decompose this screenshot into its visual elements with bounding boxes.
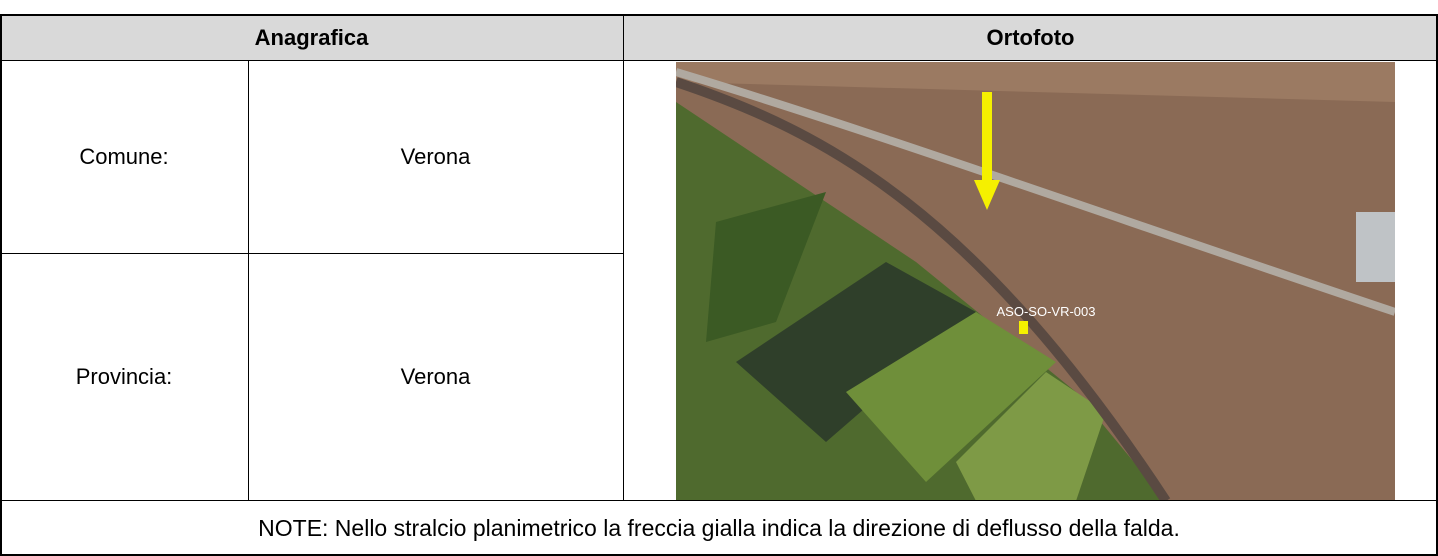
value-cell: Verona bbox=[400, 364, 471, 389]
header-cell: Anagrafica bbox=[0, 14, 623, 61]
border bbox=[0, 253, 623, 254]
value-cell: Verona bbox=[400, 144, 471, 169]
building bbox=[1356, 212, 1395, 282]
border bbox=[0, 60, 1438, 61]
field bbox=[706, 192, 826, 342]
border bbox=[0, 14, 2, 556]
label-cell: Comune: bbox=[79, 144, 169, 169]
arrow bbox=[974, 92, 1000, 210]
field bbox=[846, 312, 1056, 482]
header-cell: Ortofoto bbox=[623, 14, 1438, 61]
road bbox=[676, 68, 1395, 316]
marker bbox=[1019, 321, 1028, 334]
buildings bbox=[676, 62, 1395, 102]
orthophoto: ASO-SO-VR-003 bbox=[676, 62, 1395, 501]
image-label: ASO-SO-VR-003 bbox=[997, 304, 1096, 319]
field bbox=[736, 262, 976, 442]
field bbox=[956, 372, 1106, 501]
railway bbox=[676, 77, 1171, 501]
border bbox=[0, 14, 1438, 16]
label-cell: Provincia: bbox=[75, 364, 173, 389]
note: NOTE: Nello stralcio planimetrico la fre… bbox=[258, 515, 1180, 541]
border bbox=[0, 500, 1438, 501]
border bbox=[1436, 14, 1438, 556]
border bbox=[623, 14, 624, 501]
border bbox=[248, 60, 249, 501]
border bbox=[0, 554, 1438, 556]
